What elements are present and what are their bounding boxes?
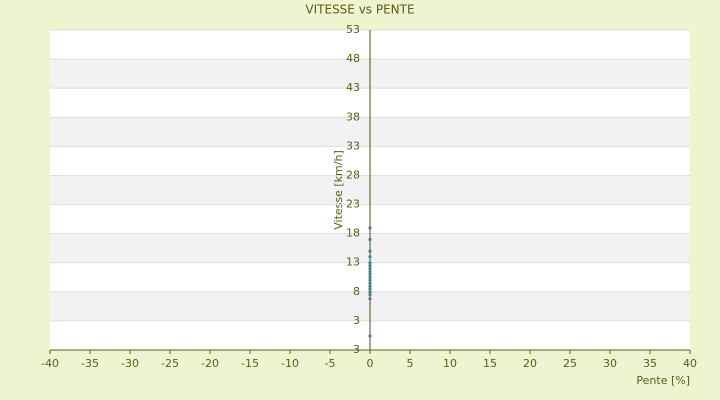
point xyxy=(368,278,372,282)
chart-title: VITESSE vs PENTE xyxy=(305,3,414,17)
x-tick-label: 35 xyxy=(643,357,657,370)
point xyxy=(368,297,372,301)
point xyxy=(368,272,372,276)
x-tick-label: 40 xyxy=(683,357,697,370)
x-tick-label: 10 xyxy=(443,357,457,370)
x-tick-label: 25 xyxy=(563,357,577,370)
y-tick-label: 28 xyxy=(346,168,360,181)
point xyxy=(368,290,372,294)
y-tick-label: 13 xyxy=(346,256,360,269)
x-tick-label: -30 xyxy=(121,357,139,370)
x-tick-label: -5 xyxy=(325,357,336,370)
x-tick-label: -15 xyxy=(241,357,259,370)
x-tick-label: -10 xyxy=(281,357,299,370)
x-tick-label: 20 xyxy=(523,357,537,370)
point xyxy=(368,264,372,268)
y-tick-label: 43 xyxy=(346,81,360,94)
y-tick-label: 38 xyxy=(346,110,360,123)
y-tick-label: 53 xyxy=(346,23,360,36)
y-tick-label: 48 xyxy=(346,52,360,65)
x-tick-label: -40 xyxy=(41,357,59,370)
x-axis-title: Pente [%] xyxy=(636,374,690,387)
x-tick-label: 15 xyxy=(483,357,497,370)
y-tick-label: 8 xyxy=(353,285,360,298)
x-tick-label: 5 xyxy=(407,357,414,370)
point xyxy=(368,287,372,291)
y-tick-label: 3 xyxy=(353,314,360,327)
point xyxy=(368,293,372,297)
point xyxy=(368,226,372,230)
x-tick-label: 0 xyxy=(367,357,374,370)
point xyxy=(368,266,372,271)
point xyxy=(368,284,372,288)
y-tick-label: 18 xyxy=(346,227,360,240)
y-axis-title: Vitesse [km/h] xyxy=(332,150,345,230)
x-tick-label: -25 xyxy=(161,357,179,370)
point xyxy=(368,281,372,285)
point xyxy=(368,275,372,279)
point xyxy=(368,249,372,253)
y-tick-label: 33 xyxy=(346,139,360,152)
point xyxy=(368,237,372,242)
y-tick-label: 23 xyxy=(346,198,360,211)
x-tick-label: -20 xyxy=(201,357,219,370)
point xyxy=(368,255,372,259)
point xyxy=(368,261,372,265)
point xyxy=(368,334,372,338)
x-tick-label: 30 xyxy=(603,357,617,370)
point xyxy=(368,269,372,274)
x-tick-label: -35 xyxy=(81,357,99,370)
